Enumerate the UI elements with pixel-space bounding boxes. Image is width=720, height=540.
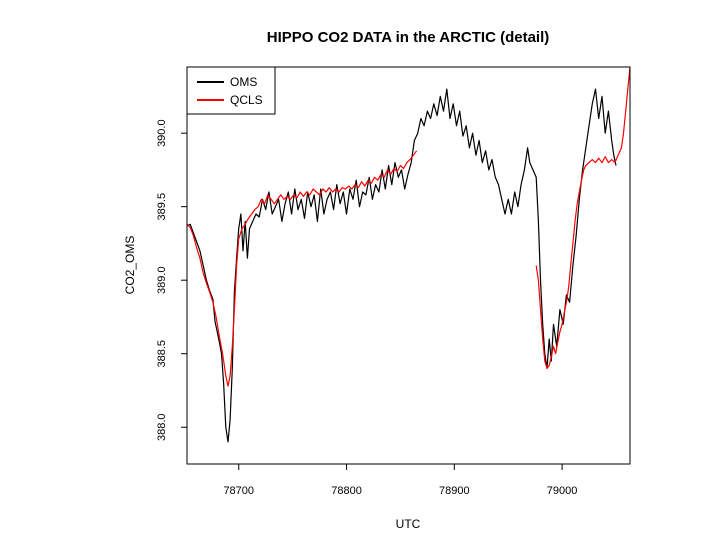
series-line-oms-0 xyxy=(186,88,617,443)
y-tick-label: 388.0 xyxy=(156,413,168,441)
y-tick-label: 389.0 xyxy=(156,266,168,294)
x-tick-label: 78700 xyxy=(223,485,254,497)
x-axis-label: UTC xyxy=(396,517,421,531)
legend-label-oms: OMS xyxy=(230,75,257,89)
legend-label-qcls: QCLS xyxy=(230,93,263,107)
legend: OMS QCLS xyxy=(186,66,276,115)
y-tick-label: 388.5 xyxy=(156,340,168,368)
y-tick-label: 389.5 xyxy=(156,193,168,221)
x-tick-label: 78800 xyxy=(331,485,362,497)
series-line-qcls-0 xyxy=(186,150,418,387)
x-tick-label: 78900 xyxy=(439,485,470,497)
chart-title: HIPPO CO2 DATA in the ARCTIC (detail) xyxy=(267,29,550,46)
x-axis: 78700 78800 78900 79000 xyxy=(223,464,577,497)
y-axis: 388.0 388.5 389.0 389.5 390.0 xyxy=(156,119,187,441)
series-lines xyxy=(186,66,631,443)
x-tick-label: 79000 xyxy=(547,485,578,497)
legend-box xyxy=(186,66,276,115)
plot-frame xyxy=(186,66,631,465)
series-line-qcls-1 xyxy=(535,66,631,369)
y-tick-label: 390.0 xyxy=(156,119,168,147)
y-axis-label: CO2_OMS xyxy=(123,236,137,295)
